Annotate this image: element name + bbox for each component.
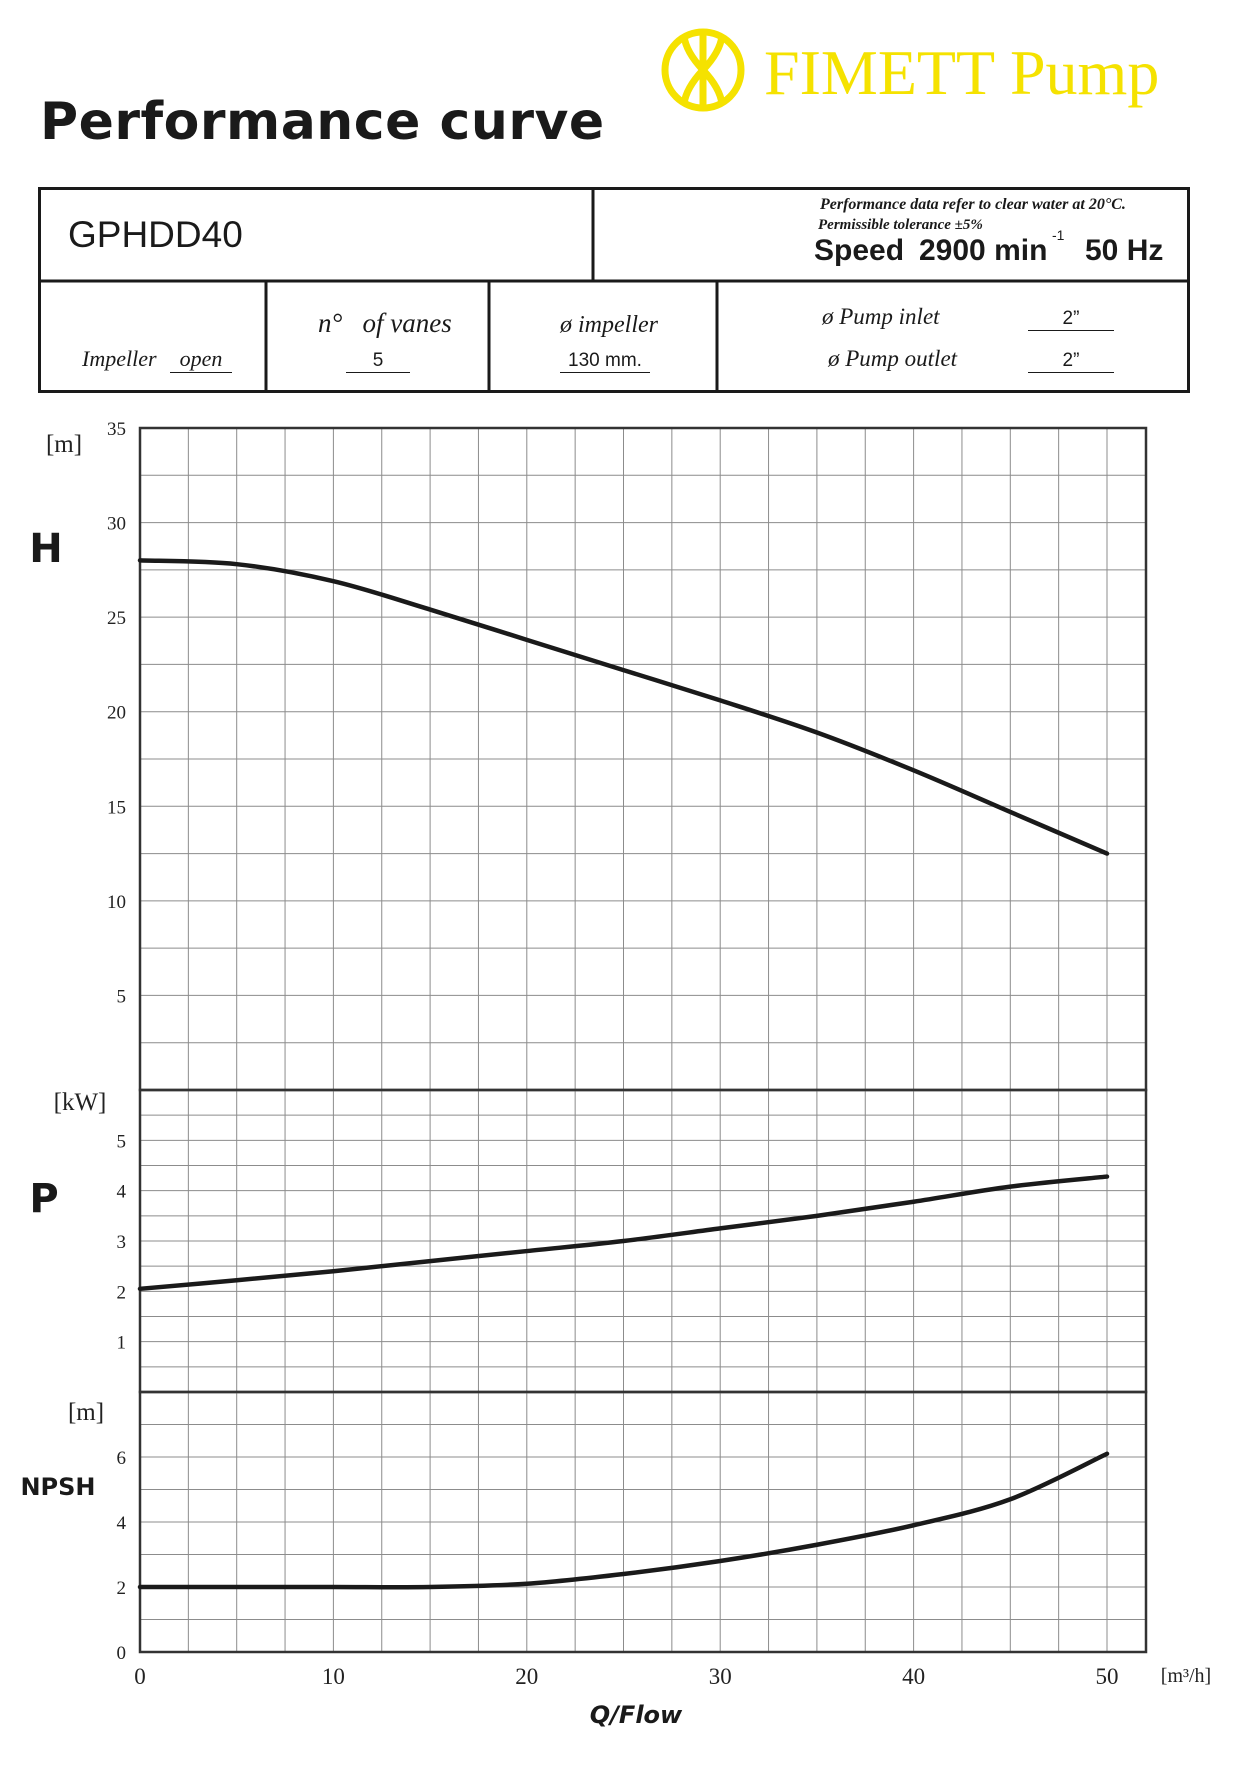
model-name: GPHDD40 — [68, 214, 243, 255]
panel-unit-h: [m] — [46, 431, 82, 458]
series-line-h — [137, 558, 1110, 856]
panel-label-p: P — [29, 1176, 58, 1222]
brand-emblem-icon — [661, 28, 745, 112]
speed-exponent: -1 — [1052, 227, 1065, 243]
y-tick-label: 25 — [107, 608, 126, 629]
panel-unit-npsh: [m] — [68, 1399, 104, 1426]
outlet-value: 2” — [1062, 350, 1080, 371]
y-tick-label: 5 — [117, 1131, 127, 1152]
impeller-diameter-value: 130 mm. — [568, 350, 642, 371]
y-tick-label: 30 — [107, 514, 126, 535]
note-line-1: Performance data refer to clear water at… — [820, 196, 1126, 213]
note-line-2: Permissible tolerance ±5% — [818, 217, 983, 233]
panel-frame — [138, 1390, 1148, 1654]
brand-name: FIMETT Pump — [764, 37, 1160, 108]
y-tick-label: 3 — [117, 1232, 127, 1253]
impeller-value-underline: open — [170, 346, 232, 373]
x-tick-label: 20 — [515, 1664, 538, 1689]
x-tick-label: 0 — [134, 1664, 146, 1689]
x-axis-unit: [m³/h] — [1161, 1665, 1211, 1687]
impeller-label: Impeller — [82, 346, 157, 371]
spec-table — [38, 187, 1190, 393]
y-tick-label: 6 — [117, 1448, 127, 1469]
y-tick-label: 20 — [107, 703, 126, 724]
y-tick-label: 15 — [107, 797, 126, 818]
series-line-npsh — [137, 1451, 1110, 1590]
inlet-value-underline: 2” — [1028, 308, 1114, 331]
x-tick-label: 40 — [902, 1664, 925, 1689]
y-tick-label: 5 — [117, 986, 127, 1007]
y-tick-label: 35 — [107, 419, 126, 440]
y-tick-label: 4 — [117, 1513, 127, 1534]
speed-value: 2900 min — [919, 234, 1048, 267]
vanes-label: n° of vanes — [318, 308, 452, 338]
impeller-diameter-underline: 130 mm. — [560, 350, 650, 373]
inlet-value: 2” — [1062, 308, 1080, 329]
vanes-value: 5 — [372, 350, 384, 371]
outlet-value-underline: 2” — [1028, 350, 1114, 373]
series-line-p — [137, 1174, 1110, 1292]
x-axis-label: Q/Flow — [590, 1701, 683, 1729]
x-tick-label: 50 — [1096, 1664, 1119, 1689]
inlet-label: ø Pump inlet — [822, 304, 940, 329]
performance-chart: 5 10 15 20 25 30 35 H [m] 1 2 3 4 5 P [kW] 0 2 4 6 NPSH [m] 0 1… — [20, 419, 1211, 1729]
vanes-value-underline: 5 — [346, 350, 410, 373]
impeller-diameter-label: ø impeller — [560, 312, 658, 338]
brand-logo — [661, 28, 745, 112]
y-tick-label: 1 — [117, 1333, 127, 1354]
x-tick-label: 10 — [322, 1664, 345, 1689]
impeller-value: open — [179, 346, 223, 371]
y-tick-label: 0 — [117, 1643, 127, 1664]
page-title: Performance curve — [40, 92, 605, 152]
outlet-label: ø Pump outlet — [828, 346, 958, 371]
x-tick-label: 30 — [709, 1664, 732, 1689]
frequency: 50 Hz — [1085, 234, 1164, 267]
speed-label: Speed — [814, 234, 905, 267]
y-tick-label: 4 — [117, 1182, 127, 1203]
panel-unit-p: [kW] — [54, 1089, 107, 1116]
y-tick-label: 10 — [107, 892, 126, 913]
panel-label-h: H — [29, 526, 62, 572]
y-tick-label: 2 — [117, 1282, 127, 1303]
y-tick-label: 2 — [117, 1578, 127, 1599]
panel-label-npsh: NPSH — [20, 1473, 95, 1501]
